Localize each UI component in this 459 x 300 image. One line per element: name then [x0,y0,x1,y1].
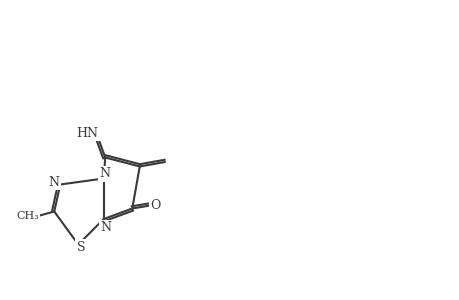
Text: N: N [99,167,110,181]
Text: S: S [77,241,85,254]
Text: HN: HN [76,127,98,140]
Text: CH₃: CH₃ [16,211,39,221]
Text: N: N [48,176,59,189]
Text: O: O [150,199,161,212]
Text: N: N [100,221,111,235]
